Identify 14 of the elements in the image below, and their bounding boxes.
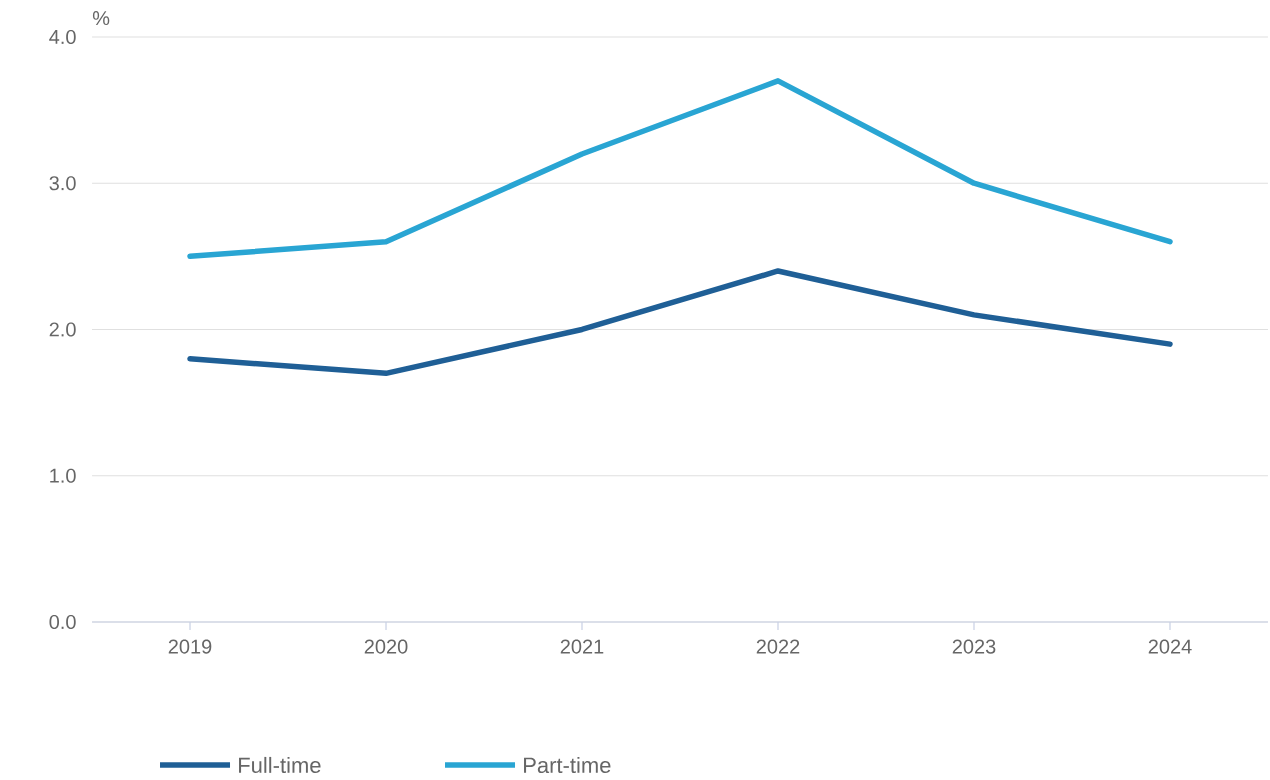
legend-label: Full-time <box>239 756 321 774</box>
x-tick-label: 2023 <box>952 639 996 654</box>
y-tick-label: 4.0 <box>49 29 76 45</box>
x-tick-label: 2019 <box>168 639 212 654</box>
y-tick-label: 0.0 <box>49 614 76 630</box>
x-tick-label: 2024 <box>1148 639 1192 654</box>
y-axis-title: % <box>92 11 110 26</box>
legend-label: Part-time <box>524 756 611 774</box>
x-tick-label: 2020 <box>364 639 408 654</box>
y-tick-label: 2.0 <box>49 322 76 337</box>
y-tick-label: 1.0 <box>50 468 76 483</box>
x-tick-label: 2021 <box>560 639 604 654</box>
y-tick-label: 3.0 <box>49 176 76 191</box>
x-tick-label: 2022 <box>756 639 800 654</box>
